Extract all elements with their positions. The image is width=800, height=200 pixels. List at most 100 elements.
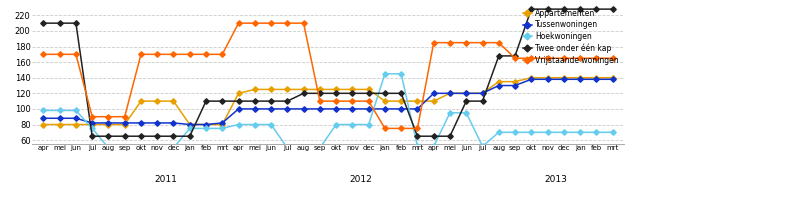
Tussenwoningen bbox=[250, 108, 260, 110]
Appartementen bbox=[445, 92, 454, 95]
Tussenwoningen bbox=[71, 117, 81, 119]
Hoekwoningen bbox=[104, 147, 114, 149]
Tussenwoningen bbox=[299, 108, 309, 110]
Hoekwoningen bbox=[169, 147, 178, 149]
Twee onder één kap bbox=[526, 8, 536, 10]
Twee onder één kap bbox=[429, 135, 438, 137]
Hoekwoningen bbox=[510, 131, 520, 134]
Appartementen bbox=[559, 77, 569, 79]
Vrijstaande woningen bbox=[38, 53, 48, 56]
Twee onder één kap bbox=[282, 100, 292, 102]
Hoekwoningen bbox=[250, 123, 260, 126]
Tussenwoningen bbox=[591, 78, 601, 80]
Tussenwoningen bbox=[608, 78, 618, 80]
Tussenwoningen bbox=[542, 78, 552, 80]
Twee onder één kap bbox=[234, 100, 243, 102]
Vrijstaande woningen bbox=[218, 53, 227, 56]
Vrijstaande woningen bbox=[608, 57, 618, 59]
Vrijstaande woningen bbox=[478, 41, 487, 44]
Vrijstaande woningen bbox=[429, 41, 438, 44]
Twee onder één kap bbox=[559, 8, 569, 10]
Tussenwoningen bbox=[364, 108, 374, 110]
Hoekwoningen bbox=[87, 127, 97, 130]
Tussenwoningen bbox=[169, 122, 178, 124]
Twee onder één kap bbox=[347, 92, 357, 95]
Tussenwoningen bbox=[153, 122, 162, 124]
Twee onder één kap bbox=[185, 135, 194, 137]
Hoekwoningen bbox=[153, 147, 162, 149]
Tussenwoningen bbox=[234, 108, 243, 110]
Vrijstaande woningen bbox=[494, 41, 503, 44]
Hoekwoningen bbox=[120, 147, 130, 149]
Appartementen bbox=[55, 123, 65, 126]
Vrijstaande woningen bbox=[136, 53, 146, 56]
Tussenwoningen bbox=[413, 108, 422, 110]
Appartementen bbox=[104, 123, 114, 126]
Twee onder één kap bbox=[575, 8, 585, 10]
Vrijstaande woningen bbox=[510, 57, 520, 59]
Appartementen bbox=[71, 123, 81, 126]
Line: Hoekwoningen: Hoekwoningen bbox=[42, 72, 614, 150]
Vrijstaande woningen bbox=[445, 41, 454, 44]
Line: Tussenwoningen: Tussenwoningen bbox=[42, 77, 614, 126]
Appartementen bbox=[120, 123, 130, 126]
Hoekwoningen bbox=[413, 145, 422, 148]
Hoekwoningen bbox=[494, 131, 503, 134]
Hoekwoningen bbox=[591, 131, 601, 134]
Twee onder één kap bbox=[331, 92, 341, 95]
Twee onder één kap bbox=[299, 92, 309, 95]
Appartementen bbox=[218, 123, 227, 126]
Hoekwoningen bbox=[364, 123, 374, 126]
Hoekwoningen bbox=[559, 131, 569, 134]
Vrijstaande woningen bbox=[153, 53, 162, 56]
Appartementen bbox=[526, 77, 536, 79]
Hoekwoningen bbox=[315, 147, 325, 149]
Twee onder één kap bbox=[542, 8, 552, 10]
Hoekwoningen bbox=[331, 123, 341, 126]
Vrijstaande woningen bbox=[266, 22, 276, 24]
Vrijstaande woningen bbox=[299, 22, 309, 24]
Hoekwoningen bbox=[526, 131, 536, 134]
Hoekwoningen bbox=[478, 145, 487, 148]
Hoekwoningen bbox=[445, 112, 454, 114]
Tussenwoningen bbox=[136, 122, 146, 124]
Hoekwoningen bbox=[608, 131, 618, 134]
Appartementen bbox=[380, 100, 390, 102]
Tussenwoningen bbox=[87, 122, 97, 124]
Appartementen bbox=[87, 123, 97, 126]
Twee onder één kap bbox=[202, 100, 211, 102]
Tussenwoningen bbox=[266, 108, 276, 110]
Hoekwoningen bbox=[282, 147, 292, 149]
Vrijstaande woningen bbox=[169, 53, 178, 56]
Twee onder één kap bbox=[591, 8, 601, 10]
Appartementen bbox=[282, 88, 292, 91]
Twee onder één kap bbox=[315, 92, 325, 95]
Hoekwoningen bbox=[462, 112, 471, 114]
Vrijstaande woningen bbox=[575, 57, 585, 59]
Tussenwoningen bbox=[494, 84, 503, 87]
Twee onder één kap bbox=[510, 55, 520, 57]
Tussenwoningen bbox=[347, 108, 357, 110]
Hoekwoningen bbox=[185, 127, 194, 130]
Twee onder één kap bbox=[136, 135, 146, 137]
Twee onder één kap bbox=[608, 8, 618, 10]
Twee onder één kap bbox=[494, 55, 503, 57]
Tussenwoningen bbox=[429, 92, 438, 95]
Tussenwoningen bbox=[104, 122, 114, 124]
Vrijstaande woningen bbox=[234, 22, 243, 24]
Vrijstaande woningen bbox=[282, 22, 292, 24]
Tussenwoningen bbox=[445, 92, 454, 95]
Twee onder één kap bbox=[478, 100, 487, 102]
Vrijstaande woningen bbox=[104, 116, 114, 118]
Tussenwoningen bbox=[185, 123, 194, 126]
Line: Twee onder één kap: Twee onder één kap bbox=[42, 7, 614, 138]
Hoekwoningen bbox=[542, 131, 552, 134]
Tussenwoningen bbox=[282, 108, 292, 110]
Vrijstaande woningen bbox=[380, 127, 390, 130]
Twee onder één kap bbox=[120, 135, 130, 137]
Twee onder één kap bbox=[104, 135, 114, 137]
Hoekwoningen bbox=[234, 123, 243, 126]
Line: Vrijstaande woningen: Vrijstaande woningen bbox=[42, 21, 614, 130]
Twee onder één kap bbox=[169, 135, 178, 137]
Appartementen bbox=[396, 100, 406, 102]
